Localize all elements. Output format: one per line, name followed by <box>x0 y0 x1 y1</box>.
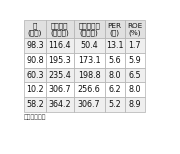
Bar <box>24 53 46 68</box>
Text: 195.3: 195.3 <box>48 56 71 65</box>
Bar <box>74 68 105 82</box>
Text: 60.3: 60.3 <box>26 71 44 80</box>
Bar <box>46 82 74 97</box>
Bar <box>74 53 105 68</box>
Bar <box>46 68 74 82</box>
Text: 6.2: 6.2 <box>108 85 121 94</box>
Bar <box>74 97 105 112</box>
Text: 306.7: 306.7 <box>48 85 71 94</box>
Bar <box>105 97 125 112</box>
Text: 173.1: 173.1 <box>78 56 100 65</box>
Text: 58.2: 58.2 <box>26 100 44 109</box>
Text: 306.7: 306.7 <box>78 100 100 109</box>
Bar <box>105 68 125 82</box>
Text: 8.0: 8.0 <box>129 85 141 94</box>
Text: (배): (배) <box>110 29 120 36</box>
Bar <box>24 68 46 82</box>
Bar <box>105 82 125 97</box>
Text: 1.7: 1.7 <box>129 41 141 50</box>
Text: 8.0: 8.0 <box>109 71 121 80</box>
Bar <box>74 38 105 53</box>
Text: 10.2: 10.2 <box>26 85 44 94</box>
Text: 364.2: 364.2 <box>48 100 71 109</box>
Text: 235.4: 235.4 <box>48 71 71 80</box>
Bar <box>46 20 74 38</box>
Text: ROE: ROE <box>127 23 143 29</box>
Text: 5.9: 5.9 <box>129 56 141 65</box>
Bar <box>74 82 105 97</box>
Text: 5.2: 5.2 <box>108 100 121 109</box>
Bar <box>125 53 145 68</box>
Bar <box>46 97 74 112</box>
Text: 신한투자증권: 신한투자증권 <box>24 114 47 120</box>
Text: (억원): (억원) <box>28 29 42 36</box>
Text: 256.6: 256.6 <box>78 85 100 94</box>
Text: 액: 액 <box>33 23 37 29</box>
Text: 지배순이익: 지배순이익 <box>78 23 100 29</box>
Bar <box>125 20 145 38</box>
Text: 98.3: 98.3 <box>26 41 44 50</box>
Text: PER: PER <box>108 23 122 29</box>
Bar <box>125 38 145 53</box>
Text: (%): (%) <box>129 29 141 36</box>
Text: 8.9: 8.9 <box>129 100 141 109</box>
Text: 50.4: 50.4 <box>80 41 98 50</box>
Text: 116.4: 116.4 <box>48 41 71 50</box>
Text: 198.8: 198.8 <box>78 71 100 80</box>
Bar <box>24 97 46 112</box>
Text: (십억원): (십억원) <box>50 29 69 36</box>
Bar <box>105 53 125 68</box>
Bar <box>24 82 46 97</box>
Text: 영업이익: 영업이익 <box>51 23 68 29</box>
Bar <box>46 53 74 68</box>
Bar <box>125 97 145 112</box>
Text: 90.8: 90.8 <box>26 56 44 65</box>
Text: 13.1: 13.1 <box>106 41 123 50</box>
Text: (십억원): (십억원) <box>80 29 98 36</box>
Text: 5.6: 5.6 <box>108 56 121 65</box>
Bar <box>105 20 125 38</box>
Bar <box>46 38 74 53</box>
Bar <box>24 38 46 53</box>
Bar <box>125 68 145 82</box>
Bar <box>105 38 125 53</box>
Bar <box>125 82 145 97</box>
Bar <box>24 20 46 38</box>
Text: 6.5: 6.5 <box>129 71 141 80</box>
Bar <box>74 20 105 38</box>
